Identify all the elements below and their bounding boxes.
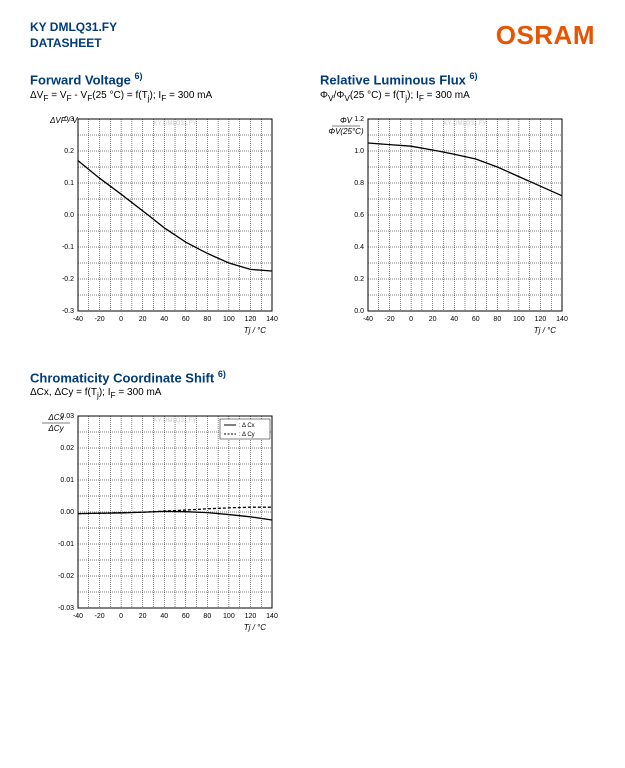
svg-text:ΔCx: ΔCx: [47, 413, 64, 422]
svg-text:20: 20: [429, 316, 437, 323]
chart2-footnote: 6): [470, 71, 478, 81]
svg-text:0.02: 0.02: [60, 445, 74, 452]
svg-text:-0.2: -0.2: [62, 276, 74, 283]
svg-text:40: 40: [450, 316, 458, 323]
svg-text:-20: -20: [384, 316, 394, 323]
chart3-title-text: Chromaticity Coordinate Shift: [30, 370, 214, 385]
svg-text:0.0: 0.0: [354, 308, 364, 315]
svg-text:ΦV(25°C): ΦV(25°C): [328, 127, 364, 136]
chart-forward-voltage: Forward Voltage 6) ΔVF = VF - VF(25 °C) …: [30, 71, 280, 338]
svg-text:-40: -40: [363, 316, 373, 323]
svg-text:80: 80: [203, 316, 211, 323]
svg-text:0.2: 0.2: [64, 148, 74, 155]
svg-text:120: 120: [245, 316, 257, 323]
chart3-footnote: 6): [218, 369, 226, 379]
svg-text:: Δ Cx: : Δ Cx: [239, 423, 255, 429]
svg-text:140: 140: [266, 316, 278, 323]
svg-text:1.2: 1.2: [354, 116, 364, 123]
svg-text:0.2: 0.2: [354, 276, 364, 283]
svg-text:Tj / °C: Tj / °C: [534, 326, 557, 335]
chart1-subtitle: ΔVF = VF - VF(25 °C) = f(Tj); IF = 300 m…: [30, 90, 280, 103]
svg-text:120: 120: [245, 613, 257, 620]
doc-type: DATASHEET: [30, 36, 117, 52]
svg-text:60: 60: [472, 316, 480, 323]
svg-text:: Δ Cy: : Δ Cy: [239, 432, 255, 438]
svg-text:-0.02: -0.02: [58, 573, 74, 580]
chart3-subtitle: ΔCx, ΔCy = f(Tj); IF = 300 mA: [30, 387, 280, 400]
svg-text:40: 40: [160, 613, 168, 620]
svg-text:40: 40: [160, 316, 168, 323]
chart1-footnote: 6): [135, 71, 143, 81]
charts-row-1: Forward Voltage 6) ΔVF = VF - VF(25 °C) …: [30, 71, 595, 338]
svg-text:-0.01: -0.01: [58, 541, 74, 548]
header-left: KY DMLQ31.FY DATASHEET: [30, 20, 117, 51]
svg-text:0: 0: [409, 316, 413, 323]
chart1-svg: KY DMLQ31.FY-40-20020406080100120140-0.3…: [30, 109, 280, 339]
chart1-title: Forward Voltage 6): [30, 71, 280, 87]
svg-text:0.4: 0.4: [354, 244, 364, 251]
brand-logo: OSRAM: [496, 20, 595, 51]
svg-text:-0.03: -0.03: [58, 605, 74, 612]
chart3-svg: KY DMLQ31.FY-40-20020406080100120140-0.0…: [30, 406, 280, 636]
svg-text:100: 100: [513, 316, 525, 323]
svg-text:-20: -20: [94, 316, 104, 323]
svg-text:0.1: 0.1: [64, 180, 74, 187]
chart2-title: Relative Luminous Flux 6): [320, 71, 570, 87]
svg-text:1.0: 1.0: [354, 148, 364, 155]
svg-text:60: 60: [182, 613, 190, 620]
svg-text:120: 120: [535, 316, 547, 323]
product-code: KY DMLQ31.FY: [30, 20, 117, 36]
svg-text:-0.3: -0.3: [62, 308, 74, 315]
svg-text:Tj / °C: Tj / °C: [244, 326, 267, 335]
svg-text:80: 80: [493, 316, 501, 323]
svg-text:140: 140: [556, 316, 568, 323]
svg-text:ΔCy: ΔCy: [47, 424, 64, 433]
svg-text:100: 100: [223, 316, 235, 323]
svg-text:0.0: 0.0: [64, 212, 74, 219]
charts-row-2: Chromaticity Coordinate Shift 6) ΔCx, ΔC…: [30, 369, 595, 636]
chart3-title: Chromaticity Coordinate Shift 6): [30, 369, 280, 385]
svg-text:100: 100: [223, 613, 235, 620]
svg-text:0.8: 0.8: [354, 180, 364, 187]
svg-text:20: 20: [139, 613, 147, 620]
svg-text:-20: -20: [94, 613, 104, 620]
chart2-title-text: Relative Luminous Flux: [320, 73, 466, 88]
svg-text:-40: -40: [73, 316, 83, 323]
svg-text:0.01: 0.01: [60, 477, 74, 484]
svg-text:0.6: 0.6: [354, 212, 364, 219]
svg-text:ΔVF / V: ΔVF / V: [49, 116, 78, 125]
svg-text:-0.1: -0.1: [62, 244, 74, 251]
chart2-svg: KY DMLQ31.FY-40-200204060801001201400.00…: [320, 109, 570, 339]
svg-text:80: 80: [203, 613, 211, 620]
svg-text:0: 0: [119, 613, 123, 620]
chart1-title-text: Forward Voltage: [30, 73, 131, 88]
svg-text:0: 0: [119, 316, 123, 323]
svg-text:0.00: 0.00: [60, 509, 74, 516]
svg-text:-40: -40: [73, 613, 83, 620]
chart-chromaticity: Chromaticity Coordinate Shift 6) ΔCx, ΔC…: [30, 369, 280, 636]
svg-text:140: 140: [266, 613, 278, 620]
chart-luminous-flux: Relative Luminous Flux 6) ΦV/ΦV(25 °C) =…: [320, 71, 570, 338]
svg-text:Tj / °C: Tj / °C: [244, 623, 267, 632]
svg-text:20: 20: [139, 316, 147, 323]
chart2-subtitle: ΦV/ΦV(25 °C) = f(Tj); IF = 300 mA: [320, 90, 570, 103]
svg-text:ΦV: ΦV: [340, 116, 353, 125]
page-header: KY DMLQ31.FY DATASHEET OSRAM: [30, 20, 595, 51]
svg-text:60: 60: [182, 316, 190, 323]
